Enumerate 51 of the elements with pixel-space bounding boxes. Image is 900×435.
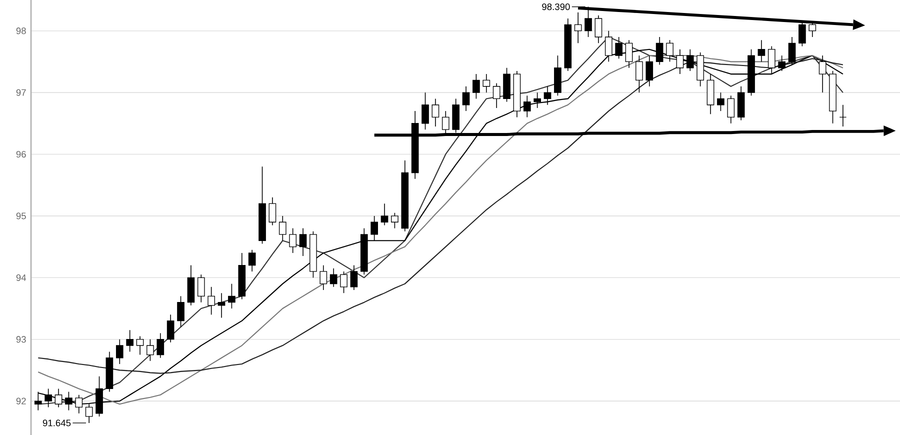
candlestick xyxy=(472,74,480,100)
candlestick xyxy=(492,82,500,108)
candlestick xyxy=(228,283,236,309)
candlestick xyxy=(594,15,602,44)
candlestick xyxy=(422,92,429,130)
candlestick xyxy=(330,268,338,288)
candlestick xyxy=(839,104,847,127)
candlestick xyxy=(126,330,134,352)
y-tick-label: 96 xyxy=(16,150,26,158)
y-tick-label: 98 xyxy=(16,28,26,34)
candlestick xyxy=(156,332,164,358)
candlestick xyxy=(177,296,184,328)
candlestick xyxy=(818,55,826,93)
candlestick xyxy=(646,55,654,87)
candlestick xyxy=(218,292,226,318)
candlestick xyxy=(248,249,256,272)
candlestick xyxy=(278,216,286,242)
candlestick xyxy=(717,92,724,112)
annotation: 98.390 xyxy=(542,3,570,10)
candlestick xyxy=(320,264,328,290)
candlestick xyxy=(299,228,307,256)
candlestick xyxy=(758,40,766,62)
candlestick xyxy=(268,197,276,226)
annotation: 91.645 xyxy=(42,420,71,426)
candlestick xyxy=(370,216,378,242)
candlestick xyxy=(136,336,144,356)
candlestick xyxy=(350,264,358,290)
candlestick xyxy=(778,55,786,72)
candlestick xyxy=(166,314,174,343)
candlestick xyxy=(462,86,470,112)
candlestick xyxy=(340,271,348,294)
candlestick xyxy=(636,55,643,93)
candlestick xyxy=(391,212,398,229)
candlestick xyxy=(534,92,541,108)
candlestick xyxy=(146,338,154,362)
candlestick xyxy=(208,286,215,316)
y-tick-label: 94 xyxy=(16,274,26,281)
y-tick-label: 95 xyxy=(16,212,26,220)
candlestick xyxy=(116,338,124,364)
candlestick xyxy=(380,203,388,226)
candlestick xyxy=(523,95,531,118)
candlestick xyxy=(289,228,296,254)
candlestick xyxy=(574,12,582,44)
y-tick-label: 93 xyxy=(16,336,26,343)
candlestick xyxy=(197,274,205,303)
candlestick xyxy=(482,74,490,93)
y-tick-label: 92 xyxy=(16,398,26,404)
candlestick xyxy=(544,86,552,106)
y-tick-label: 97 xyxy=(16,89,26,96)
candlestick xyxy=(727,95,735,124)
candlestick xyxy=(432,98,440,127)
